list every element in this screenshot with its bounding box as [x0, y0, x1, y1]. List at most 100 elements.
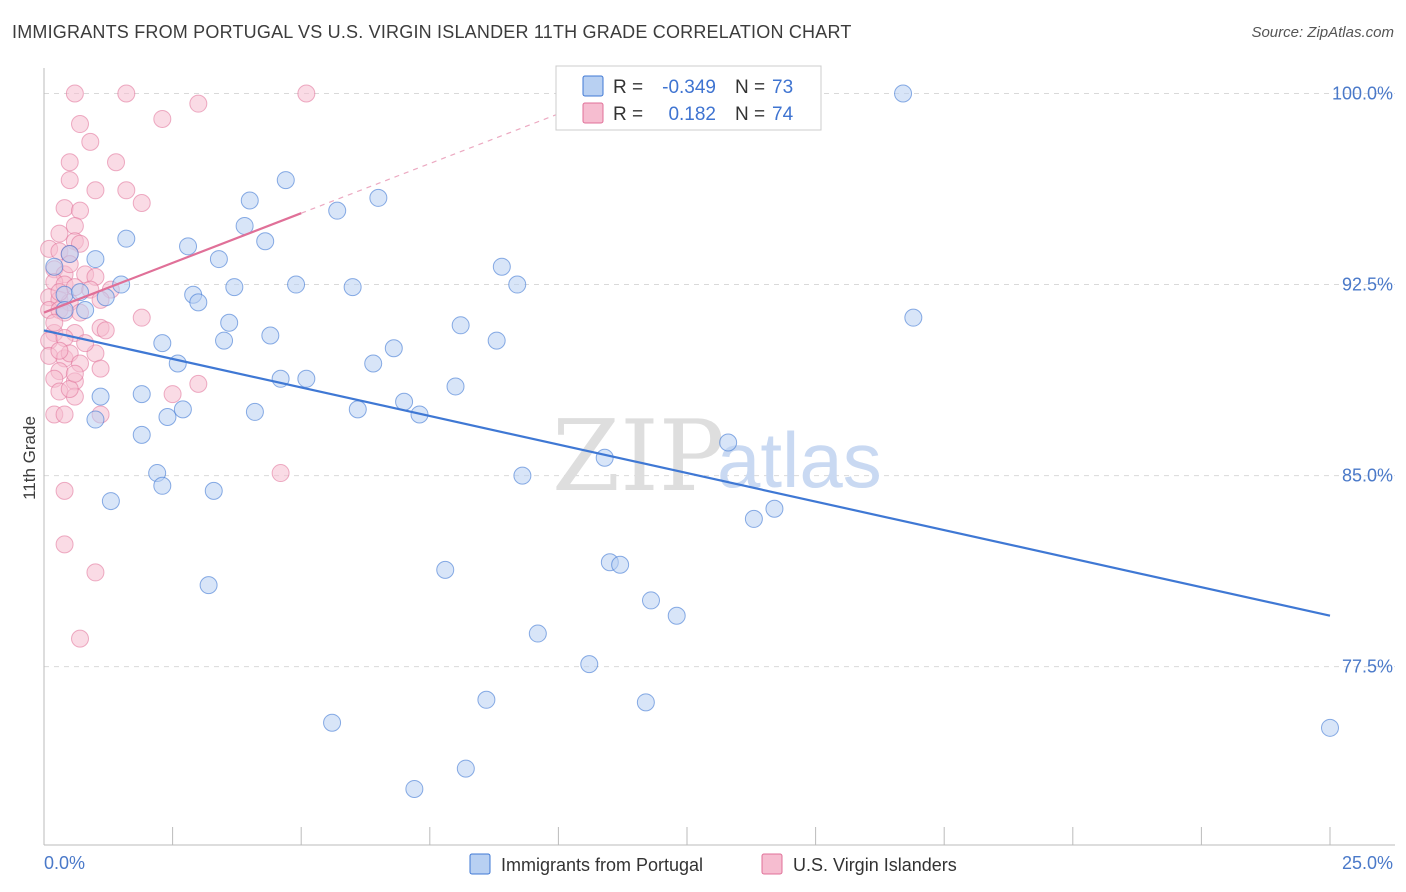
data-point-virgin-islanders: [297, 84, 316, 103]
data-point-portugal: [446, 377, 465, 396]
data-point-portugal: [45, 257, 64, 276]
data-point-portugal: [261, 326, 280, 345]
legend-r-value: -0.349: [662, 77, 716, 98]
data-point-portugal: [436, 560, 455, 579]
data-point-portugal: [215, 331, 234, 350]
data-point-virgin-islanders: [60, 153, 79, 172]
data-point-portugal: [492, 257, 511, 276]
trend-lines: [43, 109, 1331, 617]
legend-series-label: U.S. Virgin Islanders: [793, 855, 957, 875]
data-point-virgin-islanders: [271, 464, 290, 483]
data-point-portugal: [297, 369, 316, 388]
watermark-zip: ZIP: [552, 400, 725, 514]
legend-r-label: R =: [613, 77, 643, 98]
data-point-virgin-islanders: [86, 181, 105, 200]
data-point-portugal: [55, 285, 74, 304]
x-tick-label: 0.0%: [44, 853, 85, 873]
data-point-portugal: [328, 201, 347, 220]
data-point-portugal: [199, 576, 218, 595]
axes: [43, 68, 1395, 846]
data-point-portugal: [60, 244, 79, 263]
data-point-portugal: [101, 492, 120, 511]
data-point-virgin-islanders: [132, 308, 151, 327]
data-point-portugal: [132, 385, 151, 404]
source-credit: Source: ZipAtlas.com: [1251, 24, 1394, 41]
data-point-virgin-islanders: [55, 481, 74, 500]
series-legend: Immigrants from Portugal U.S. Virgin Isla…: [469, 853, 957, 875]
data-point-portugal: [189, 293, 208, 312]
data-point-portugal: [276, 171, 295, 190]
data-point-portugal: [451, 316, 470, 335]
data-point-portugal: [595, 448, 614, 467]
data-point-portugal: [904, 308, 923, 327]
data-point-virgin-islanders: [60, 379, 79, 398]
data-point-portugal: [86, 410, 105, 429]
data-point-portugal: [343, 278, 362, 297]
data-point-portugal: [636, 693, 655, 712]
data-point-portugal: [173, 400, 192, 419]
data-point-virgin-islanders: [153, 109, 172, 128]
legend-swatch: [761, 853, 783, 875]
y-tick-label: 100.0%: [1332, 83, 1393, 103]
legend-swatch: [582, 75, 604, 97]
data-point-portugal: [287, 275, 306, 294]
data-point-portugal: [158, 408, 177, 427]
data-point-portugal: [395, 392, 414, 411]
data-point-portugal: [487, 331, 506, 350]
data-point-virgin-islanders: [55, 405, 74, 424]
data-point-portugal: [364, 354, 383, 373]
data-point-virgin-islanders: [71, 115, 90, 134]
data-point-portugal: [91, 387, 110, 406]
data-point-portugal: [76, 301, 95, 320]
data-point-portugal: [513, 466, 532, 485]
data-point-portugal: [384, 339, 403, 358]
data-point-portugal: [765, 499, 784, 518]
legend-swatch: [469, 853, 491, 875]
data-point-portugal: [369, 188, 388, 207]
data-point-virgin-islanders: [117, 181, 136, 200]
legend-n-value: 74: [772, 104, 794, 125]
legend-swatch: [582, 102, 604, 124]
y-tick-label: 85.0%: [1342, 466, 1393, 486]
data-point-portugal: [168, 354, 187, 373]
data-point-portugal: [894, 84, 913, 103]
data-point-virgin-islanders: [55, 199, 74, 218]
data-point-virgin-islanders: [65, 364, 84, 383]
data-point-portugal: [611, 555, 630, 574]
legend-n-value: 73: [772, 77, 793, 98]
trend-line-virgin-islanders-extension: [300, 109, 569, 214]
data-point-portugal: [153, 334, 172, 353]
x-tick-labels: 0.0% 25.0%: [44, 853, 1393, 873]
data-point-virgin-islanders: [163, 385, 182, 404]
data-point-portugal: [117, 229, 136, 248]
y-tick-label: 92.5%: [1342, 275, 1393, 295]
data-point-portugal: [256, 232, 275, 251]
data-point-portugal: [580, 655, 599, 674]
data-point-portugal: [323, 713, 342, 732]
data-point-portugal: [508, 275, 527, 294]
series-portugal-points: [45, 84, 1339, 798]
data-point-virgin-islanders: [117, 84, 136, 103]
data-point-virgin-islanders: [55, 535, 74, 554]
data-point-portugal: [204, 481, 223, 500]
data-point-portugal: [240, 191, 259, 210]
chart-title: IMMIGRANTS FROM PORTUGAL VS U.S. VIRGIN …: [12, 22, 852, 42]
y-tick-label: 77.5%: [1342, 657, 1393, 677]
gridlines: [44, 92, 1395, 668]
data-point-portugal: [348, 400, 367, 419]
data-point-portugal: [220, 313, 239, 332]
legend-r-label: R =: [613, 104, 643, 125]
data-point-virgin-islanders: [50, 341, 69, 360]
data-point-portugal: [456, 759, 475, 778]
data-point-portugal: [225, 278, 244, 297]
data-point-virgin-islanders: [91, 359, 110, 378]
data-point-portugal: [153, 476, 172, 495]
data-point-virgin-islanders: [65, 216, 84, 235]
data-point-portugal: [179, 237, 198, 256]
data-point-virgin-islanders: [189, 94, 208, 113]
data-point-portugal: [1321, 718, 1339, 737]
data-point-virgin-islanders: [132, 194, 151, 213]
trend-line-portugal: [43, 329, 1331, 617]
y-tick-labels: 77.5% 85.0% 92.5% 100.0%: [1332, 83, 1393, 676]
